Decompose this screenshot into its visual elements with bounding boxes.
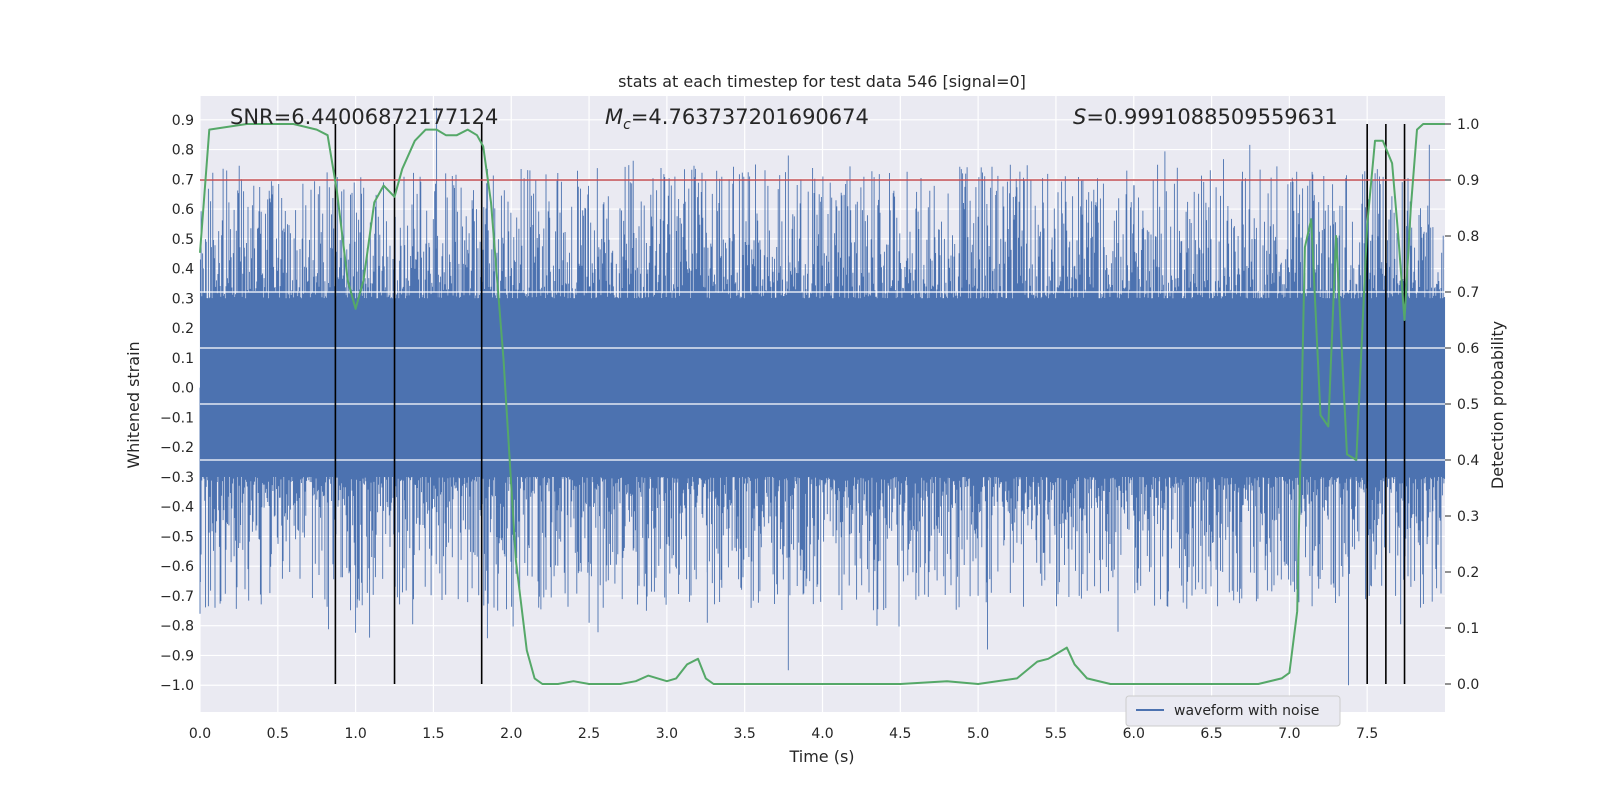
y-left-tick-label: −1.0 bbox=[160, 678, 194, 694]
y-right-tick-label: 0.2 bbox=[1457, 565, 1479, 581]
snr-annotation: SNR=6.44006872177124 bbox=[230, 105, 498, 129]
y-left-tick-label: 0.3 bbox=[172, 291, 194, 307]
x-tick-label: 1.0 bbox=[344, 726, 366, 742]
y-left-tick-label: −0.3 bbox=[160, 470, 194, 486]
y-right-tick-label: 0.4 bbox=[1457, 453, 1479, 469]
x-tick-label: 7.5 bbox=[1356, 726, 1378, 742]
legend: waveform with noise bbox=[1125, 695, 1341, 727]
x-tick-label: 4.5 bbox=[889, 726, 911, 742]
legend-box bbox=[1125, 695, 1341, 727]
y-right-tick-label: 0.1 bbox=[1457, 621, 1479, 637]
y-left-tick-label: −0.2 bbox=[160, 440, 194, 456]
x-tick-label: 7.0 bbox=[1278, 726, 1300, 742]
x-tick-label: 2.5 bbox=[578, 726, 600, 742]
y-left-tick-label: 0.0 bbox=[172, 381, 194, 397]
y-left-tick-label: 0.6 bbox=[172, 202, 194, 218]
y-left-tick-label: 0.2 bbox=[172, 321, 194, 337]
y-right-tick-label: 0.5 bbox=[1457, 397, 1479, 413]
y-right-tick-label: 0.9 bbox=[1457, 173, 1479, 189]
y-left-tick-label: −0.7 bbox=[160, 589, 194, 605]
x-tick-label: 0.5 bbox=[267, 726, 289, 742]
mc-subscript: c bbox=[623, 117, 631, 133]
y-right-tick-label: 0.3 bbox=[1457, 509, 1479, 525]
y-left-tick-label: 0.1 bbox=[172, 351, 194, 367]
x-tick-label: 1.5 bbox=[422, 726, 444, 742]
x-tick-label: 5.5 bbox=[1045, 726, 1067, 742]
legend-label: waveform with noise bbox=[1174, 703, 1319, 719]
waveform-series bbox=[199, 107, 1446, 686]
y-axis-ticks-left: 0.9 0.8 0.7 0.6 0.5 0.4 0.3 0.2 0.1 0.0 −0.1 −0.2 −0… bbox=[160, 113, 194, 694]
y-axis-label-right: Detection probability bbox=[1488, 321, 1507, 489]
x-tick-label: 5.0 bbox=[967, 726, 989, 742]
y-axis-label-left: Whitened strain bbox=[124, 341, 143, 468]
x-tick-label: 4.0 bbox=[811, 726, 833, 742]
y-right-tick-label: 0.8 bbox=[1457, 229, 1479, 245]
y-left-tick-label: −0.5 bbox=[160, 529, 194, 545]
probability-line bbox=[199, 123, 1445, 685]
waveform-spikes bbox=[199, 107, 1446, 686]
chart-title: stats at each timestep for test data 546… bbox=[618, 72, 1026, 91]
y-left-tick-label: −0.8 bbox=[160, 619, 194, 635]
y-right-tick-label: 1.0 bbox=[1457, 117, 1479, 133]
y-axis-ticks-right: 1.0 0.9 0.8 0.7 0.6 0.5 0.4 0.3 0.2 0.1 0.0 bbox=[1445, 117, 1479, 693]
y-left-tick-label: 0.4 bbox=[172, 262, 194, 278]
x-axis-label: Time (s) bbox=[788, 747, 854, 766]
x-tick-label: 6.5 bbox=[1200, 726, 1222, 742]
mc-value: =4.763737201690674 bbox=[631, 105, 869, 129]
y-right-tick-label: 0.0 bbox=[1457, 677, 1479, 693]
y-left-tick-label: −0.9 bbox=[160, 648, 194, 664]
y-left-tick-label: −0.6 bbox=[160, 559, 194, 575]
x-tick-label: 3.0 bbox=[656, 726, 678, 742]
y-left-tick-label: 0.9 bbox=[172, 113, 194, 129]
s-value: =0.9991088509559631 bbox=[1086, 105, 1337, 129]
x-axis-ticks: 0.0 0.5 1.0 1.5 2.0 2.5 3.0 3.5 4.0 4.5 5.0 5.5 6.0 6… bbox=[189, 726, 1378, 742]
mc-annotation: Mc=4.763737201690674 bbox=[605, 105, 869, 133]
mc-symbol: M bbox=[605, 105, 623, 129]
y-right-tick-label: 0.6 bbox=[1457, 341, 1479, 357]
y-left-tick-label: −0.4 bbox=[160, 500, 194, 516]
x-tick-label: 0.0 bbox=[189, 726, 211, 742]
x-tick-label: 6.0 bbox=[1123, 726, 1145, 742]
y-left-tick-label: 0.8 bbox=[172, 143, 194, 159]
y-left-tick-label: 0.7 bbox=[172, 172, 194, 188]
y-left-tick-label: −0.1 bbox=[160, 410, 194, 426]
probability-series bbox=[199, 123, 1445, 685]
y-left-tick-label: 0.5 bbox=[172, 232, 194, 248]
x-tick-label: 2.0 bbox=[500, 726, 522, 742]
s-annotation: S=0.9991088509559631 bbox=[1073, 105, 1338, 129]
x-tick-label: 3.5 bbox=[734, 726, 756, 742]
s-symbol: S bbox=[1073, 105, 1086, 129]
y-right-tick-label: 0.7 bbox=[1457, 285, 1479, 301]
